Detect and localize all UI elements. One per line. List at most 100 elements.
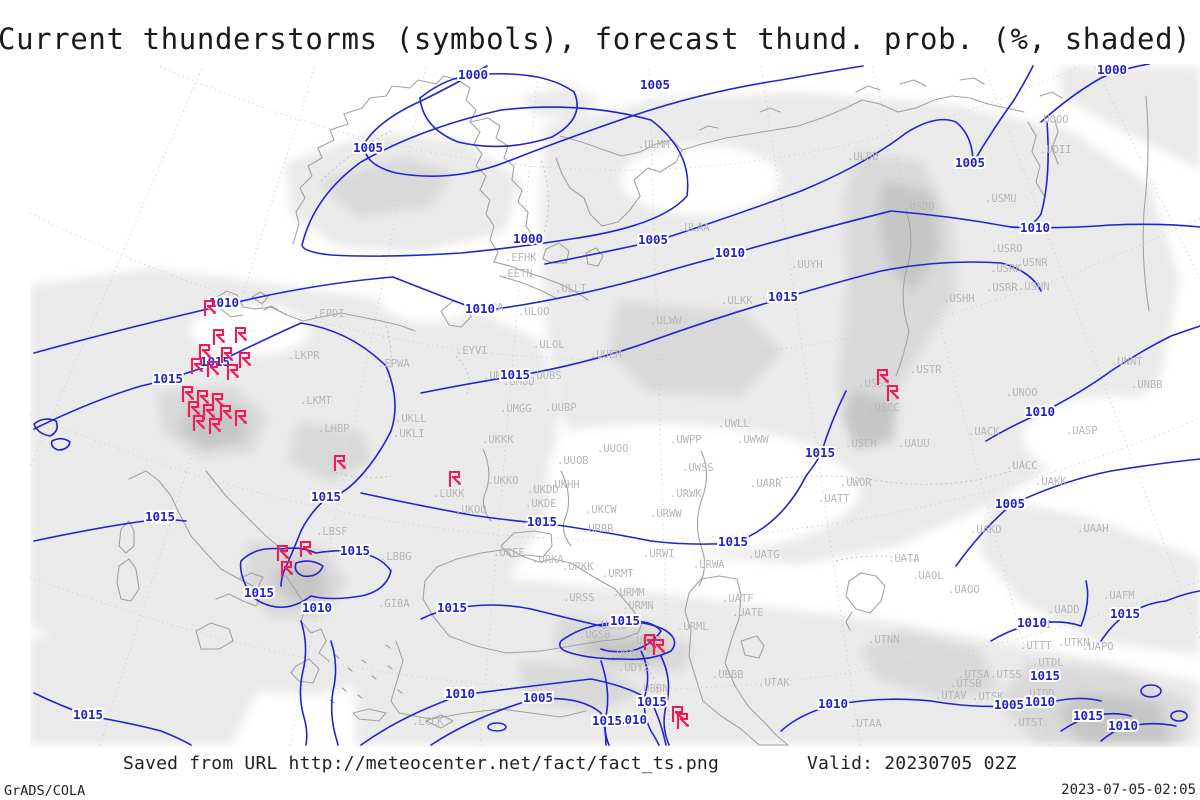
station-label: .UKLL (395, 413, 427, 425)
valid-time-text: Valid: 20230705 02Z (807, 753, 1017, 774)
station-label: .UAKD (970, 524, 1002, 536)
isobar-label: 1000 (1097, 62, 1127, 77)
isobar-label: 1005 (638, 232, 668, 247)
station-label: .UUYY (761, 290, 793, 302)
station-label: .ULWW (650, 315, 682, 327)
thunderstorm-symbol (220, 346, 233, 364)
station-label: .USSS (858, 378, 890, 390)
isobar-label: 1010 (302, 600, 332, 615)
isobar-label: 1015 (718, 534, 748, 549)
station-label: .UNBB (1131, 379, 1163, 391)
isobar-label: 1015 (340, 543, 370, 558)
station-label: .USCM (845, 438, 877, 450)
isobar-label: 1010 (617, 712, 647, 727)
station-label: .UTTT (1020, 640, 1052, 652)
isobar-label: 1005 (523, 690, 553, 705)
isobar-label: 1015 (311, 489, 341, 504)
thunderstorm-symbol (876, 368, 889, 386)
station-label: .URML (677, 621, 709, 633)
station-label: .GIBA (378, 598, 410, 610)
thunderstorm-symbol (333, 454, 346, 472)
station-label: .ULOO (518, 306, 550, 318)
thunderstorm-symbol (181, 385, 194, 403)
thunderstorm-symbol (886, 384, 899, 402)
thunderstorm-symbol (187, 400, 200, 418)
border-layer (320, 130, 1012, 702)
station-label: .UUEM (590, 349, 622, 361)
isobar-label: 1010 (1017, 615, 1047, 630)
station-label: .USNN (1018, 281, 1050, 293)
thunderstorm-symbol (280, 560, 293, 578)
station-label: .UUOO (597, 443, 629, 455)
isobar-label: 1015 (1110, 606, 1140, 621)
station-label: .EPWA (378, 358, 410, 370)
station-label: .URMT (602, 568, 634, 580)
station-label: .UOII (1040, 144, 1072, 156)
station-label: .UTST (1012, 717, 1044, 729)
station-label: .ULOL (533, 339, 565, 351)
isobar-label: 1015 (637, 694, 667, 709)
isobar-label: 1005 (640, 77, 670, 92)
station-label: .UTAV (935, 690, 967, 702)
thunderstorm-symbol (234, 409, 247, 427)
thunderstorm-symbol (198, 343, 211, 361)
isobar-label: 1010 (465, 301, 495, 316)
station-label: .UDYZ (618, 662, 650, 674)
station-label: .UKDD (527, 484, 559, 496)
isobar-label: 1015 (437, 600, 467, 615)
station-label: .UUYH (791, 259, 823, 271)
isobar-label: 1015 (73, 707, 103, 722)
isobar-label: 1010 (1025, 404, 1055, 419)
thunderstorm-symbol (206, 360, 219, 378)
station-label: .URMN (622, 600, 654, 612)
station-label: .UWPP (670, 434, 702, 446)
isobar-label: 1005 (353, 140, 383, 155)
station-label: .UTSK (972, 691, 1004, 703)
station-label: .URSS (563, 592, 595, 604)
isobar-label: 1010 (445, 686, 475, 701)
station-label: .UAUU (898, 438, 930, 450)
isobar-label: 1000 (513, 231, 543, 246)
station-label: .UASP (1066, 425, 1098, 437)
station-label: .USRR (986, 282, 1018, 294)
station-label: .UWOR (840, 477, 872, 489)
station-label: .USRK (990, 263, 1022, 275)
station-label: .UKFF (493, 547, 525, 559)
station-label: .ULMM (638, 139, 670, 151)
isobar-label: 1010 (209, 295, 239, 310)
station-label: .URMM (613, 587, 645, 599)
station-label: .URKA (532, 554, 564, 566)
station-label: .UATG (748, 549, 780, 561)
isobar-label: 1015 (592, 713, 622, 728)
thunderstorm-symbols-layer (181, 299, 899, 730)
station-label: .UNOO (1006, 387, 1038, 399)
page-title: Current thunderstorms (symbols), forecas… (0, 22, 1192, 56)
station-label: .USHH (943, 293, 975, 305)
station-label: .ULKK (721, 295, 753, 307)
station-label: .UTAK (758, 677, 790, 689)
station-label: .UATF (722, 593, 754, 605)
thunderstorm-symbol (202, 403, 215, 421)
station-label: .UWWW (737, 434, 769, 446)
station-label: .UUOB (557, 455, 589, 467)
station-label: .URRR (582, 523, 614, 535)
thunderstorm-symbol (448, 470, 461, 488)
station-label: .EETN (501, 268, 533, 280)
station-label: .UUBS (530, 370, 562, 382)
station-label: .UBBB (712, 669, 744, 681)
station-label: .UKCW (585, 504, 617, 516)
station-label: .UADD (1048, 604, 1080, 616)
station-label: .UTDD (1023, 688, 1055, 700)
isobar-label: 1015 (500, 367, 530, 382)
station-label: .UACK (968, 426, 1000, 438)
isobar-label: 1010 (1025, 694, 1055, 709)
thunderstorm-symbol (234, 326, 247, 344)
isobar-label: 1000 (458, 67, 488, 82)
station-label: .UKLI (393, 428, 425, 440)
thunderstorm-symbol (208, 417, 221, 435)
station-label: .UAII (1020, 619, 1052, 631)
timestamp-text: 2023-07-05-02:05 (1061, 782, 1196, 798)
station-label: .UTAA (850, 718, 882, 730)
